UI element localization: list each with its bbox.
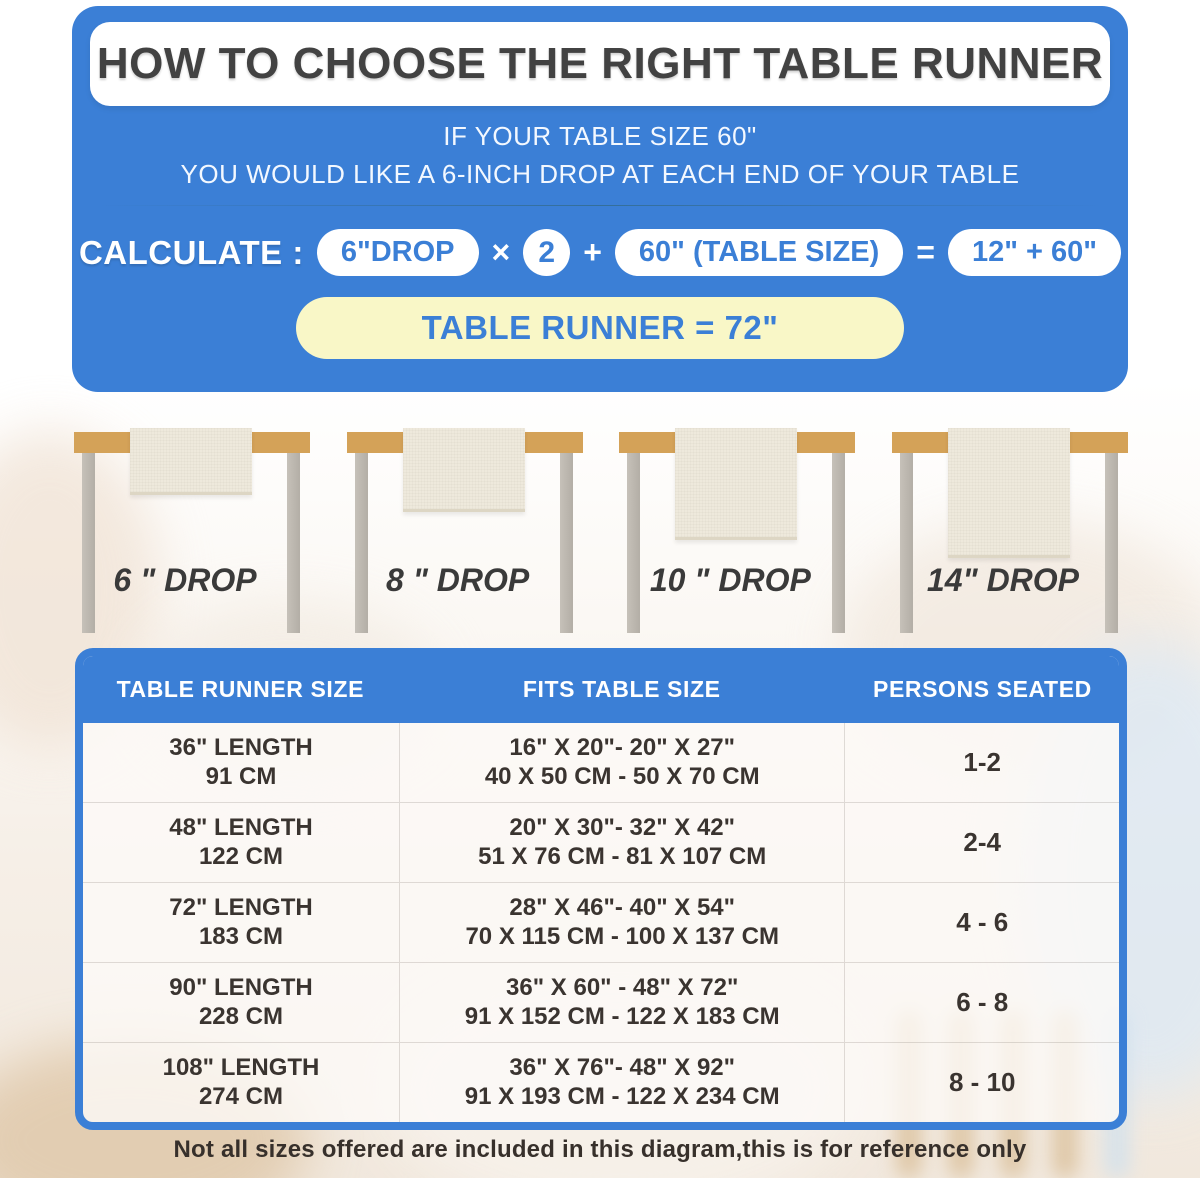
runner-size-cm: 228 CM [198,1002,283,1030]
drop-illustrations: 6 " DROP 8 " DROP 10 " DROP 14" DROP [74,392,1128,648]
fits-size-inches: 20" X 30"- 32" X 42" [509,813,736,841]
subtitle-line-2: YOU WOULD LIKE A 6-INCH DROP AT EACH END… [180,159,1020,189]
persons-seated: 4 - 6 [956,906,1009,937]
chart-header-row: TABLE RUNNER SIZE FITS TABLE SIZE PERSON… [83,656,1119,723]
fits-size-cm: 91 X 193 CM - 122 X 234 CM [464,1082,780,1110]
header-cell-runner-size: TABLE RUNNER SIZE [116,675,365,702]
table-leg-left [82,453,95,633]
fits-size-cm: 70 X 115 CM - 100 X 137 CM [465,922,779,950]
runner-size-inches: 90" LENGTH [169,973,313,1001]
persons-cell: 6 - 8 [844,963,1119,1042]
persons-seated: 1-2 [963,746,1001,777]
runner-size-inches: 108" LENGTH [162,1053,320,1081]
footer-note: Not all sizes offered are included in th… [173,1136,1027,1163]
persons-cell: 1-2 [844,723,1119,802]
persons-cell: 2-4 [844,803,1119,882]
drop-label: 6 " DROP [113,562,257,598]
fits-size-cell: 28" X 46"- 40" X 54" 70 X 115 CM - 100 X… [398,883,844,962]
chart-body: 36" LENGTH 91 CM 16" X 20"- 20" X 27" 40… [83,723,1119,1122]
table-leg-left [899,453,913,633]
persons-cell: 4 - 6 [844,883,1119,962]
runner-size-cm: 122 CM [198,842,283,870]
drop-label: 10 " DROP [649,562,811,598]
table-row: 108" LENGTH 274 CM 36" X 76"- 48" X 92" … [83,1042,1119,1122]
title-box: HOW TO CHOOSE THE RIGHT TABLE RUNNER [90,22,1110,106]
fits-size-cm: 40 X 50 CM - 50 X 70 CM [484,762,760,790]
runner-size-cell: 48" LENGTH 122 CM [83,803,399,882]
calculate-label: CALCULATE : [78,233,304,271]
table-runner-cloth [947,428,1070,558]
table-runner-cloth [675,428,798,540]
fits-size-cell: 36" X 60" - 48" X 72" 91 X 152 CM - 122 … [398,963,844,1042]
plus-operator: + [583,234,602,270]
fits-size-cell: 36" X 76"- 48" X 92" 91 X 193 CM - 122 X… [398,1043,844,1122]
runner-size-inches: 48" LENGTH [169,813,313,841]
runner-size-cell: 36" LENGTH 91 CM [83,723,399,802]
persons-seated: 2-4 [963,826,1001,857]
table-runner-cloth [402,428,525,512]
drop-pill: 6"DROP [316,229,479,276]
runner-size-cm: 91 CM [205,762,277,790]
fits-size-cm: 51 X 76 CM - 81 X 107 CM [478,842,767,870]
calculation-row: CALCULATE : 6"DROP × 2 + 60" (TABLE SIZE… [72,229,1128,276]
table-leg-right [832,453,846,633]
table-size-pill: 60" (TABLE SIZE) [614,229,904,276]
size-chart: TABLE RUNNER SIZE FITS TABLE SIZE PERSON… [75,648,1127,1130]
drop-label: 8 " DROP [386,562,530,598]
drop-label: 14" DROP [926,562,1080,598]
page-title: HOW TO CHOOSE THE RIGHT TABLE RUNNER [96,39,1104,88]
multiplier-badge: 2 [523,229,571,276]
persons-seated: 8 - 10 [948,1066,1016,1097]
subtitle-line-1: IF YOUR TABLE SIZE 60" [443,121,757,151]
persons-seated: 6 - 8 [956,986,1009,1017]
top-panel: HOW TO CHOOSE THE RIGHT TABLE RUNNER IF … [72,6,1128,392]
fits-size-inches: 28" X 46"- 40" X 54" [509,893,736,921]
result-pill: TABLE RUNNER = 72" [296,297,904,359]
runner-size-inches: 72" LENGTH [169,893,313,921]
fits-size-cm: 91 X 152 CM - 122 X 183 CM [464,1002,780,1030]
table-leg-right [287,453,300,633]
runner-size-cell: 108" LENGTH 274 CM [83,1043,399,1122]
fits-size-inches: 36" X 76"- 48" X 92" [509,1053,736,1081]
table-leg-left [627,453,641,633]
fits-size-cell: 20" X 30"- 32" X 42" 51 X 76 CM - 81 X 1… [398,803,844,882]
sum-pill: 12" + 60" [947,229,1122,276]
table-row: 48" LENGTH 122 CM 20" X 30"- 32" X 42" 5… [83,802,1119,882]
table-illustration-14in: 14" DROP [891,392,1128,648]
fits-size-cell: 16" X 20"- 20" X 27" 40 X 50 CM - 50 X 7… [398,723,844,802]
table-leg-right [1104,453,1118,633]
runner-size-cm: 183 CM [198,922,283,950]
table-row: 90" LENGTH 228 CM 36" X 60" - 48" X 72" … [83,962,1119,1042]
table-illustration-10in: 10 " DROP [619,392,856,648]
header-cell-persons-seated: PERSONS SEATED [873,675,1092,702]
equals-operator: = [916,234,935,270]
fits-size-inches: 16" X 20"- 20" X 27" [509,733,736,761]
divider [96,205,1104,206]
runner-size-cm: 274 CM [198,1082,283,1110]
multiply-operator: × [491,234,511,270]
table-row: 36" LENGTH 91 CM 16" X 20"- 20" X 27" 40… [83,723,1119,802]
runner-size-inches: 36" LENGTH [169,733,313,761]
table-illustration-6in: 6 " DROP [74,392,310,648]
table-runner-cloth [130,428,252,495]
table-row: 72" LENGTH 183 CM 28" X 46"- 40" X 54" 7… [83,882,1119,962]
table-illustration-8in: 8 " DROP [346,392,583,648]
persons-cell: 8 - 10 [844,1043,1119,1122]
fits-size-inches: 36" X 60" - 48" X 72" [506,973,739,1001]
table-leg-right [559,453,573,633]
runner-size-cell: 90" LENGTH 228 CM [83,963,399,1042]
runner-size-cell: 72" LENGTH 183 CM [83,883,399,962]
table-leg-left [354,453,368,633]
header-cell-fits-table-size: FITS TABLE SIZE [522,675,721,702]
